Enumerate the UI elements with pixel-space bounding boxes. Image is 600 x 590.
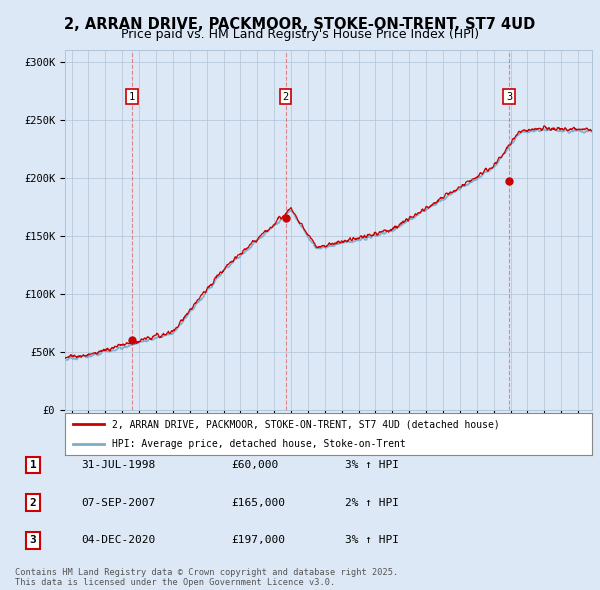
Text: 2, ARRAN DRIVE, PACKMOOR, STOKE-ON-TRENT, ST7 4UD: 2, ARRAN DRIVE, PACKMOOR, STOKE-ON-TRENT… [64, 17, 536, 31]
Text: 3% ↑ HPI: 3% ↑ HPI [345, 460, 399, 470]
Text: 31-JUL-1998: 31-JUL-1998 [81, 460, 155, 470]
Text: £197,000: £197,000 [231, 536, 285, 545]
Text: 2% ↑ HPI: 2% ↑ HPI [345, 498, 399, 507]
Text: Contains HM Land Registry data © Crown copyright and database right 2025.: Contains HM Land Registry data © Crown c… [15, 568, 398, 576]
Text: £60,000: £60,000 [231, 460, 278, 470]
Text: Price paid vs. HM Land Registry's House Price Index (HPI): Price paid vs. HM Land Registry's House … [121, 28, 479, 41]
Text: 2: 2 [29, 498, 37, 507]
Text: £165,000: £165,000 [231, 498, 285, 507]
Text: 2: 2 [283, 91, 289, 101]
Text: This data is licensed under the Open Government Licence v3.0.: This data is licensed under the Open Gov… [15, 578, 335, 587]
Text: 3% ↑ HPI: 3% ↑ HPI [345, 536, 399, 545]
Text: HPI: Average price, detached house, Stoke-on-Trent: HPI: Average price, detached house, Stok… [112, 439, 406, 449]
Text: 07-SEP-2007: 07-SEP-2007 [81, 498, 155, 507]
Text: 2, ARRAN DRIVE, PACKMOOR, STOKE-ON-TRENT, ST7 4UD (detached house): 2, ARRAN DRIVE, PACKMOOR, STOKE-ON-TRENT… [112, 419, 500, 430]
Text: 3: 3 [506, 91, 512, 101]
Text: 1: 1 [29, 460, 37, 470]
Text: 3: 3 [29, 536, 37, 545]
Text: 1: 1 [129, 91, 135, 101]
Text: 04-DEC-2020: 04-DEC-2020 [81, 536, 155, 545]
